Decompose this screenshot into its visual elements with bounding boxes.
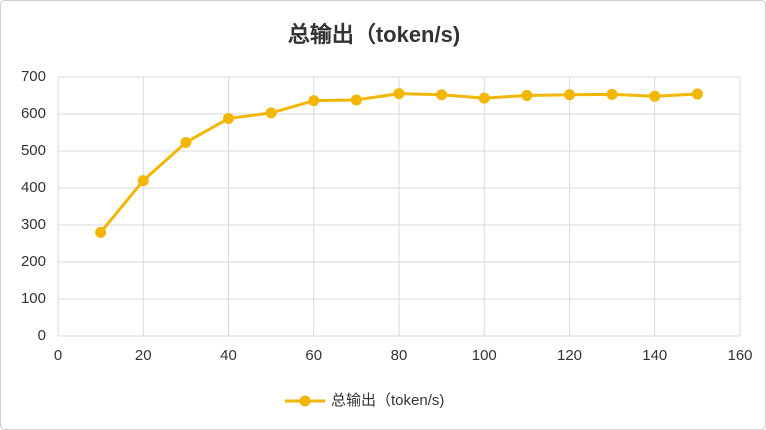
x-tick-label: 80: [391, 347, 408, 364]
point: [308, 95, 320, 107]
y-tick-label: 0: [38, 327, 46, 344]
point: [436, 89, 448, 101]
point: [521, 90, 533, 101]
x-tick-label: 100: [472, 347, 497, 364]
x-tick-label: 160: [727, 347, 752, 364]
x-tick-label: 140: [642, 347, 667, 364]
point: [180, 136, 192, 148]
y-tick-label: 600: [21, 105, 46, 122]
x-tick-label: 40: [220, 347, 237, 364]
x-tick-label: 0: [54, 347, 62, 364]
y-tick-label: 200: [21, 253, 46, 270]
y-tick-label: 400: [21, 179, 46, 196]
point: [95, 226, 107, 238]
y-tick-label: 500: [21, 142, 46, 159]
legend-marker: [299, 395, 311, 407]
point: [393, 88, 405, 100]
y-tick-label: 100: [21, 290, 46, 307]
point: [265, 107, 277, 119]
point: [564, 89, 575, 101]
x-tick-label: 20: [135, 347, 152, 364]
point: [137, 175, 149, 187]
point: [606, 88, 618, 100]
x-tick-label: 60: [305, 347, 322, 364]
point: [691, 88, 703, 100]
point: [350, 94, 362, 106]
point: [223, 112, 234, 124]
legend-label: 总输出（token/s): [331, 392, 444, 409]
y-tick-label: 300: [21, 216, 46, 233]
point: [649, 90, 661, 102]
chart-title: 总输出（token/s): [288, 22, 460, 47]
point: [478, 92, 490, 104]
x-tick-label: 120: [557, 347, 582, 364]
y-tick-label: 700: [21, 68, 46, 85]
